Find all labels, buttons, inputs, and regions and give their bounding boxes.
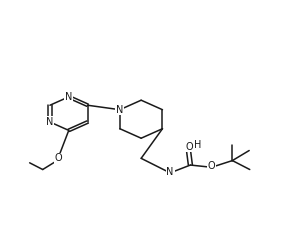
Text: O: O <box>208 161 215 171</box>
Text: N: N <box>46 117 54 127</box>
Text: O: O <box>186 142 194 152</box>
Text: N: N <box>166 167 174 177</box>
Text: N: N <box>65 92 72 102</box>
Text: O: O <box>55 153 63 163</box>
Text: N: N <box>116 105 123 115</box>
Text: H: H <box>194 140 202 150</box>
